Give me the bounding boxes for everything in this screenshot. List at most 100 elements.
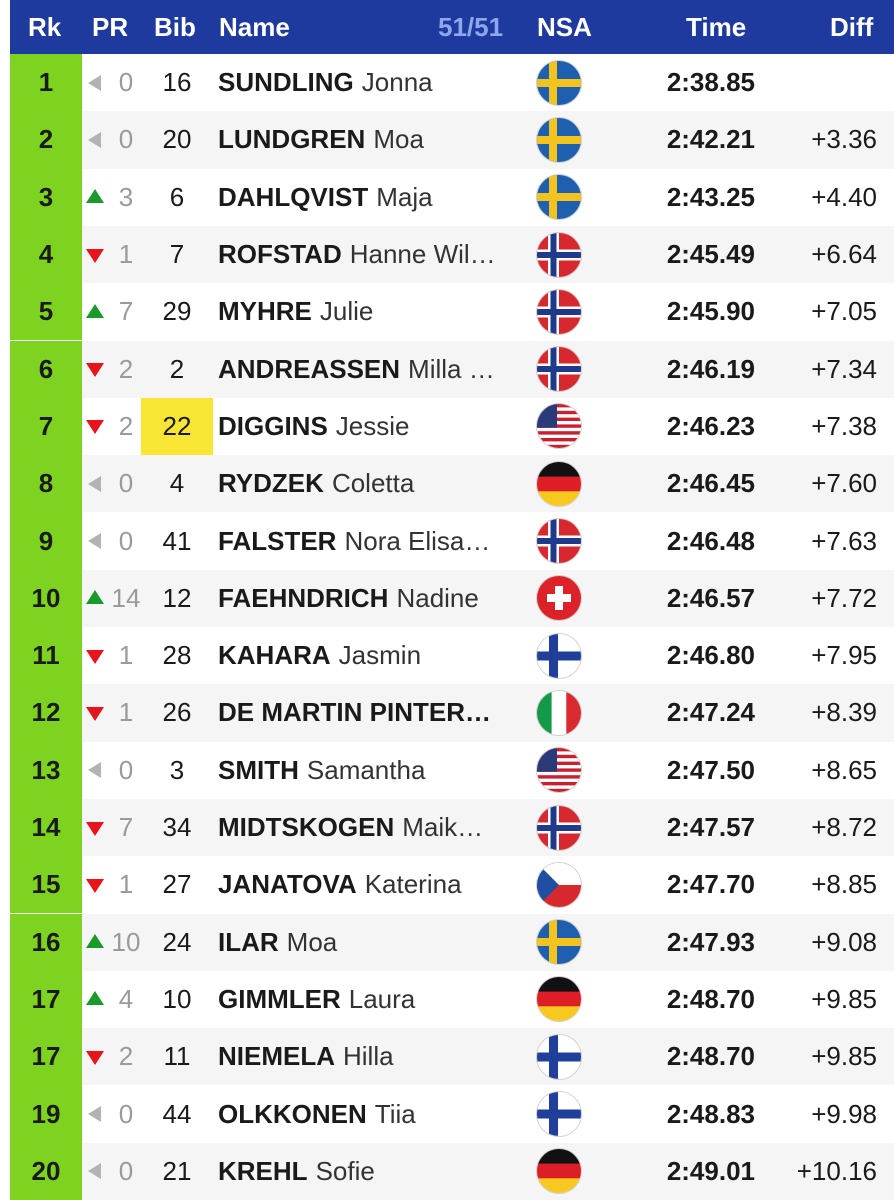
table-row[interactable]: 14 7 34 MIDTSKOGEN Maik… 2:47.57 +8.72 [10, 798, 894, 857]
athlete-name[interactable]: DAHLQVIST Maja [218, 169, 528, 226]
athlete-name[interactable]: DIGGINS Jessie [218, 398, 528, 455]
position-change: 3 [118, 181, 134, 212]
rank-cell [10, 627, 82, 685]
rank-cell [10, 397, 82, 456]
bib-number: 44 [162, 1098, 192, 1129]
athlete-first-name: Nadine [396, 582, 479, 613]
header-name[interactable]: Name [219, 12, 290, 42]
finish-time: 2:47.24 [666, 697, 755, 728]
bib-number: 4 [169, 468, 185, 499]
athlete-name[interactable]: RYDZEK Coletta [218, 455, 528, 512]
athlete-name[interactable]: MYHRE Julie [218, 283, 528, 340]
rank-value: 17 [31, 983, 61, 1014]
athlete-name[interactable]: KREHL Sofie [218, 1143, 528, 1200]
nor-flag-icon [537, 347, 581, 392]
table-row[interactable]: 20 0 21 KREHL Sofie 2:49.01 +10.16 [10, 1142, 894, 1200]
athlete-last-name: SMITH [218, 754, 299, 785]
athlete-name[interactable]: KAHARA Jasmin [218, 627, 528, 684]
header-pr[interactable]: PR [92, 12, 129, 42]
table-row[interactable]: 9 0 41 FALSTER Nora Elisa… 2:46.48 +7.63 [10, 512, 894, 570]
rank-cell [10, 455, 82, 513]
table-row[interactable]: 8 0 4 RYDZEK Coletta 2:46.45 +7.60 [10, 455, 894, 513]
athlete-name[interactable]: FAEHNDRICH Nadine [218, 570, 528, 627]
table-row[interactable]: 4 1 7 ROFSTAD Hanne Wil… 2:45.49 +6.64 [10, 225, 894, 284]
athlete-name[interactable]: SUNDLING Jonna [218, 54, 528, 111]
rank-cell [10, 741, 82, 799]
finish-time: 2:48.70 [666, 983, 755, 1014]
header-rank[interactable]: Rk [28, 12, 62, 42]
athlete-last-name: OLKKONEN [218, 1098, 367, 1129]
table-row[interactable]: 15 1 27 JANATOVA Katerina 2:47.70 +8.85 [10, 856, 894, 914]
athlete-name[interactable]: DE MARTIN PINTER… [218, 684, 528, 741]
rank-cell [10, 970, 82, 1029]
rank-cell [10, 798, 82, 857]
table-row[interactable]: 17 4 10 GIMMLER Laura 2:48.70 +9.85 [10, 970, 894, 1029]
ger-flag-icon [537, 1149, 581, 1194]
athlete-name[interactable]: JANATOVA Katerina [218, 856, 528, 913]
athlete-name[interactable]: NIEMELA Hilla [218, 1028, 528, 1085]
athlete-name[interactable]: OLKKONEN Tiia [218, 1085, 528, 1142]
header-nsa[interactable]: NSA [537, 12, 592, 42]
bib-number: 28 [162, 640, 192, 671]
table-row[interactable]: 13 0 3 SMITH Samantha 2:47.50 +8.65 [10, 741, 894, 799]
athlete-first-name: Hilla [343, 1041, 394, 1072]
table-row[interactable]: 16 10 24 ILAR Moa 2:47.93 +9.08 [10, 913, 894, 971]
bib-number: 11 [163, 1041, 191, 1072]
rank-value: 2 [38, 124, 54, 155]
athlete-last-name: FALSTER [218, 525, 337, 556]
table-row[interactable]: 11 1 28 KAHARA Jasmin 2:46.80 +7.95 [10, 627, 894, 685]
time-diff: +9.85 [811, 983, 877, 1014]
athlete-last-name: RYDZEK [218, 468, 324, 499]
usa-flag-icon [537, 404, 581, 449]
athlete-first-name: Maik… [402, 812, 484, 843]
finish-time: 2:49.01 [666, 1155, 755, 1186]
table-row[interactable]: 3 3 6 DAHLQVIST Maja 2:43.25 +4.40 [10, 168, 894, 226]
header-time[interactable]: Time [686, 12, 747, 42]
ger-flag-icon [537, 461, 581, 506]
table-row[interactable]: 12 1 26 DE MARTIN PINTER… 2:47.24 +8.39 [10, 684, 894, 742]
usa-flag-icon [537, 748, 581, 793]
table-row[interactable]: 5 7 29 MYHRE Julie 2:45.90 +7.05 [10, 283, 894, 341]
arrow-left-icon [88, 475, 101, 492]
arrow-left-icon [88, 533, 101, 550]
bib-number: 26 [162, 697, 192, 728]
header-bib[interactable]: Bib [154, 12, 196, 42]
time-diff: +8.85 [811, 869, 877, 900]
results-header: Rk PR Bib Name 51/51 NSA Time Diff [10, 0, 894, 54]
bib-number: 6 [169, 181, 185, 212]
finish-time: 2:47.57 [666, 812, 755, 843]
athlete-name[interactable]: SMITH Samantha [218, 742, 528, 799]
finish-time: 2:48.70 [666, 1041, 755, 1072]
table-row[interactable]: 19 0 44 OLKKONEN Tiia 2:48.83 +9.98 [10, 1085, 894, 1143]
rank-value: 1 [38, 67, 54, 98]
time-diff: +8.72 [811, 812, 877, 843]
athlete-name[interactable]: FALSTER Nora Elisa… [218, 512, 528, 569]
time-diff [770, 54, 877, 111]
athlete-name[interactable]: GIMMLER Laura [218, 971, 528, 1028]
rank-value: 10 [31, 582, 61, 613]
table-row[interactable]: 10 14 12 FAEHNDRICH Nadine 2:46.57 +7.72 [10, 569, 894, 627]
athlete-last-name: KREHL [218, 1155, 308, 1186]
athlete-last-name: FAEHNDRICH [218, 582, 389, 613]
nor-flag-icon [537, 805, 581, 850]
athlete-first-name: Tiia [374, 1098, 416, 1129]
table-row[interactable]: 1 0 16 SUNDLING Jonna 2:38.85 [10, 54, 894, 112]
rank-value: 7 [38, 410, 54, 441]
table-row[interactable]: 6 2 2 ANDREASSEN Milla … 2:46.19 +7.34 [10, 340, 894, 398]
arrow-left-icon [88, 74, 101, 91]
table-row[interactable]: 17 2 11 NIEMELA Hilla 2:48.70 +9.85 [10, 1028, 894, 1086]
swe-flag-icon [537, 920, 581, 965]
athlete-name[interactable]: ILAR Moa [218, 914, 528, 971]
rank-cell [10, 340, 82, 398]
arrow-down-icon [86, 1050, 104, 1065]
table-row[interactable]: 2 0 20 LUNDGREN Moa 2:42.21 +3.36 [10, 111, 894, 169]
table-row[interactable]: 7 2 22 DIGGINS Jessie 2:46.23 +7.38 [10, 397, 894, 456]
athlete-name[interactable]: MIDTSKOGEN Maik… [218, 799, 528, 856]
rank-cell [10, 684, 82, 742]
arrow-left-icon [88, 762, 101, 779]
athlete-name[interactable]: ANDREASSEN Milla … [218, 341, 528, 398]
position-change: 10 [111, 926, 141, 957]
athlete-name[interactable]: LUNDGREN Moa [218, 111, 528, 168]
athlete-name[interactable]: ROFSTAD Hanne Wil… [218, 226, 528, 283]
header-diff[interactable]: Diff [830, 12, 874, 42]
